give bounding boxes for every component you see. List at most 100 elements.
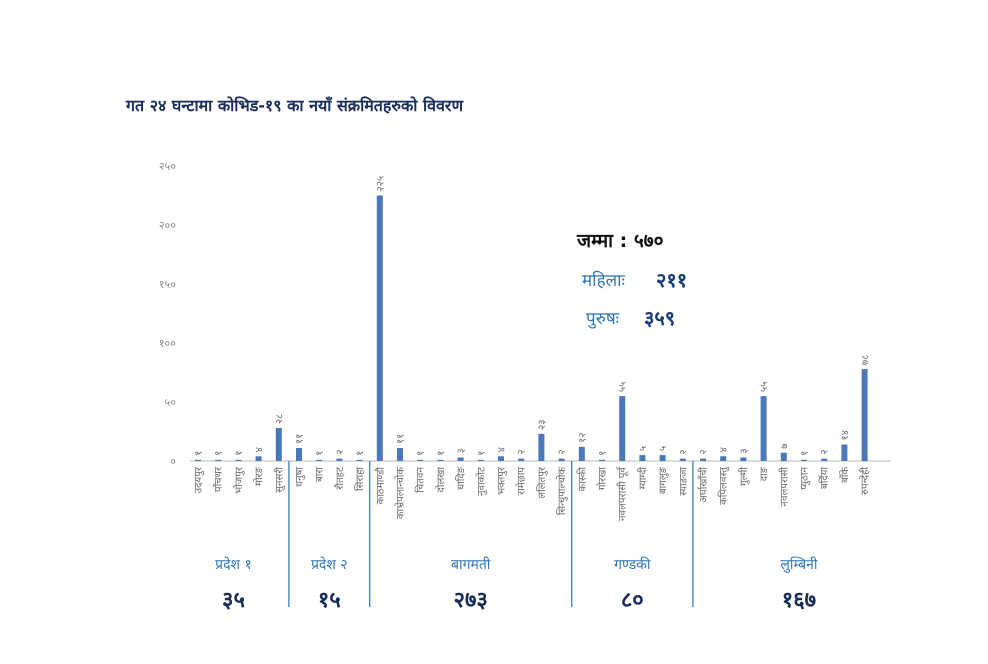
bar xyxy=(659,455,666,461)
data-label: १ xyxy=(194,451,205,456)
summary-total: जम्मा : ५७० xyxy=(576,230,664,252)
data-label: १ xyxy=(476,451,487,456)
x-tick-label: कास्की xyxy=(576,467,588,492)
x-tick-label: रुपन्देही xyxy=(859,467,871,495)
x-tick-label: नवलपरासी xyxy=(778,467,790,507)
data-label: ४ xyxy=(719,447,730,452)
data-label: ३ xyxy=(739,448,750,453)
data-label: ११ xyxy=(396,434,407,444)
bar xyxy=(841,444,848,461)
data-label: २३ xyxy=(537,419,548,429)
x-tick-label: भक्तपुर xyxy=(497,466,508,495)
bar xyxy=(861,368,868,461)
data-label: १ xyxy=(416,451,427,456)
bar xyxy=(477,459,484,461)
bar xyxy=(336,458,343,461)
x-tick-label: बाँके xyxy=(839,467,851,483)
x-tick-label: पाँचथर xyxy=(213,466,225,492)
bar xyxy=(780,452,787,461)
x-tick-label: काभ्रेपलान्चोक xyxy=(395,467,407,519)
x-tick-label: सिन्धुपाल्चोक xyxy=(556,467,568,515)
x-tick-label: काठमाण्डौ xyxy=(374,467,386,505)
province-name: प्रदेश २ xyxy=(311,556,348,573)
y-tick-label: १५० xyxy=(159,278,176,291)
x-tick-label: गुल्मी xyxy=(738,467,750,486)
x-tick-label: नुवाकोट xyxy=(475,466,487,496)
data-label: ११ xyxy=(295,434,306,444)
bar xyxy=(215,459,222,461)
bar xyxy=(518,458,525,461)
x-tick-label: सुनसरी xyxy=(273,467,285,493)
data-label: २ xyxy=(517,449,528,454)
y-tick-label: ५० xyxy=(165,396,177,409)
province-name: प्रदेश १ xyxy=(215,556,252,573)
x-tick-label: बर्दिया xyxy=(819,467,831,489)
x-tick-label: रौतहट xyxy=(334,466,346,490)
bar xyxy=(437,459,444,461)
data-label: २ xyxy=(678,449,689,454)
bar xyxy=(195,459,201,461)
bar xyxy=(376,195,383,461)
bar xyxy=(760,396,767,461)
province-total: १५ xyxy=(318,588,341,613)
bar xyxy=(235,459,242,461)
data-label: ४ xyxy=(497,447,508,452)
bar xyxy=(255,456,262,461)
bar xyxy=(538,433,545,461)
bar xyxy=(578,446,585,461)
bar xyxy=(700,458,706,461)
x-tick-label: म्याग्दी xyxy=(637,467,649,490)
x-tick-label: ललितपुर xyxy=(536,466,548,499)
x-tick-label: मोरङ xyxy=(253,466,265,486)
data-label: ३ xyxy=(456,448,467,453)
bar xyxy=(296,448,302,461)
data-label: ७८ xyxy=(860,355,871,365)
x-tick-label: अर्घाखाँची xyxy=(698,467,710,503)
y-tick-label: २०० xyxy=(159,219,176,232)
x-tick-label: कपिलवस्तु xyxy=(718,466,730,505)
summary-female-label: महिलाः xyxy=(582,270,626,291)
data-label: १ xyxy=(315,451,326,456)
x-tick-label: भोजपुर xyxy=(233,466,245,494)
x-tick-label: बारा xyxy=(315,467,326,482)
x-tick-label: दाङ xyxy=(759,466,770,481)
summary-male-value: ३५९ xyxy=(644,306,675,330)
y-tick-label: २५० xyxy=(159,160,176,173)
data-label: १ xyxy=(800,451,811,456)
data-label: १ xyxy=(234,451,245,456)
data-label: ७ xyxy=(779,444,790,449)
data-label: २ xyxy=(335,449,346,454)
province-total: १६७ xyxy=(782,588,816,613)
data-label: ५ xyxy=(638,446,649,451)
bar xyxy=(639,455,646,461)
x-tick-label: धनुषा xyxy=(295,467,306,487)
x-tick-label: सिराहा xyxy=(354,467,366,491)
bar xyxy=(397,448,403,461)
chart-title: गत २४ घन्टामा कोभिड-१९ का नयाँ संक्रमितह… xyxy=(125,96,464,115)
bar xyxy=(679,458,686,461)
bar xyxy=(417,459,424,461)
province-name: गण्डकी xyxy=(614,556,651,573)
province-groups: प्रदेश १ ३५ प्रदेश २ १५ बागमती २७३ गण्डकी ८० लुम… xyxy=(215,461,818,613)
data-label: २ xyxy=(557,449,568,454)
data-label: १ xyxy=(598,451,609,456)
y-tick-label: ० xyxy=(170,455,176,468)
province-total: ८० xyxy=(621,588,644,613)
bar xyxy=(457,457,464,461)
data-label: ५ xyxy=(658,446,669,451)
bar xyxy=(316,459,323,461)
x-tick-label: नवलपरासी पूर्व xyxy=(617,466,629,521)
data-label: १२ xyxy=(577,432,588,442)
bar xyxy=(720,456,727,461)
data-label: ५५ xyxy=(618,382,629,392)
bar xyxy=(356,459,363,461)
province-name: लुम्बिनी xyxy=(780,556,817,573)
data-label: १ xyxy=(214,451,225,456)
x-tick-label: उदयपुर xyxy=(194,466,205,493)
province-name: बागमती xyxy=(451,556,491,573)
bar xyxy=(275,427,282,461)
summary-male-label: पुरुषः xyxy=(586,309,620,329)
bar xyxy=(558,458,565,461)
x-tick-label: बागलुङ xyxy=(658,466,669,494)
